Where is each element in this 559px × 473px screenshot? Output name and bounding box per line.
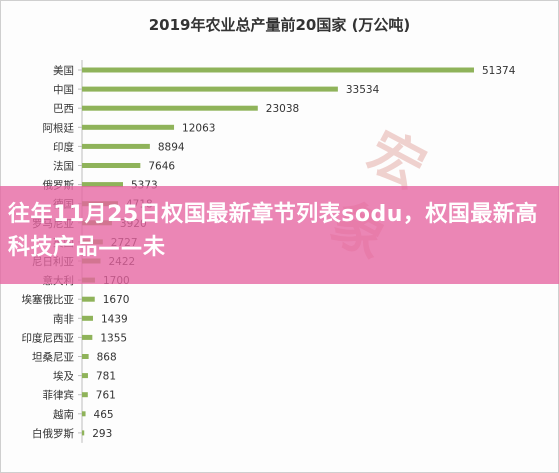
data-label: 1439 (101, 313, 128, 325)
data-label: 33534 (346, 84, 380, 96)
category-label: 阿根廷 (43, 121, 75, 134)
data-label: 12063 (182, 122, 215, 134)
data-label: 23038 (266, 103, 299, 115)
category-label: 白俄罗斯 (32, 427, 74, 440)
category-label: 南非 (53, 312, 74, 325)
data-label: 7646 (148, 161, 175, 173)
category-label: 美国 (53, 64, 74, 77)
category-label: 菲律宾 (43, 389, 75, 402)
bar (82, 143, 150, 149)
bar (82, 86, 338, 92)
bar (82, 354, 89, 359)
category-label: 中国 (53, 83, 74, 96)
headline-banner: 往年11月25日权国最新章节列表sodu，权国最新高科技产品——未 (0, 186, 559, 284)
data-label: 781 (96, 371, 116, 383)
bar (82, 430, 85, 436)
category-label: 越南 (53, 408, 74, 421)
bar (82, 67, 474, 73)
category-label: 印度 (53, 140, 74, 153)
bar (82, 392, 88, 398)
bar (82, 296, 95, 302)
bar (82, 315, 93, 321)
bar (82, 124, 175, 130)
data-label: 761 (96, 390, 116, 402)
chart-title: 2019年农业总产量前20国家 (万公吨) (148, 16, 411, 34)
data-label: 868 (97, 352, 117, 364)
bar (82, 163, 141, 168)
category-label: 埃及 (53, 370, 74, 383)
data-label: 51374 (482, 65, 516, 77)
data-label: 8894 (158, 141, 185, 153)
category-label: 坦桑尼亚 (32, 351, 74, 364)
data-label: 465 (94, 409, 114, 421)
bar (82, 334, 93, 340)
data-label: 293 (92, 428, 112, 440)
headline-text[interactable]: 往年11月25日权国最新章节列表sodu，权国最新高科技产品——未 (8, 202, 538, 260)
category-label: 巴西 (53, 103, 74, 115)
category-label: 印度尼西亚 (22, 331, 75, 344)
data-label: 1355 (100, 332, 127, 344)
data-label: 1670 (103, 294, 130, 306)
category-label: 法国 (53, 160, 74, 173)
category-label: 埃塞俄比亚 (22, 293, 75, 306)
bar (82, 182, 123, 188)
bar (82, 411, 86, 417)
bar (82, 105, 258, 111)
bar (82, 373, 88, 379)
